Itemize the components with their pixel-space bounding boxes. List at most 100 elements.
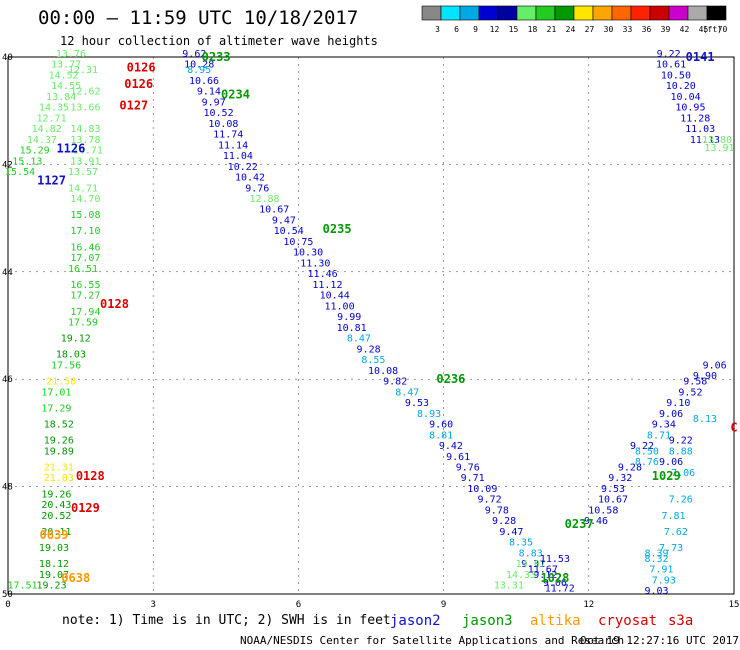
colorbar: 3 6 9 12 15 18 21 24 27 30 33 36 39 42 45 70(ft) — [421, 5, 727, 34]
legend-cryosat: cryosat — [598, 613, 657, 629]
legend-s3a: s3a — [668, 613, 693, 629]
colorbar-label: 27 — [585, 25, 595, 34]
pass-time-label: 0236 — [436, 372, 465, 386]
jason3-value: 19.26 — [41, 489, 71, 500]
jason3-value: 17.01 — [41, 387, 71, 398]
s3a-value: 7.06 — [671, 468, 695, 479]
jason2-value: 11.13 — [690, 135, 720, 146]
colorbar-label: 33 — [623, 25, 633, 34]
s3a-value: 9.03 — [645, 586, 669, 597]
pass-time-label: 0234 — [221, 88, 250, 102]
pass-time-label: 1028 — [540, 571, 569, 585]
colorbar-swatch — [668, 5, 689, 21]
jason2-value: 11.12 — [312, 280, 342, 291]
x-tick-label: 0 — [5, 600, 10, 610]
jason3-value: 11.53 — [540, 554, 570, 565]
s3a-value: 9.06 — [703, 360, 727, 371]
jason3-value: 13.78 — [70, 135, 100, 146]
jason3-value: 14.83 — [70, 124, 100, 135]
pass-time-label: C — [730, 421, 737, 435]
jason2-value: 11.00 — [324, 301, 354, 312]
jason2-value: 10.42 — [235, 173, 265, 184]
jason2-value: 10.67 — [598, 495, 628, 506]
jason2-value: 9.31 — [521, 559, 545, 570]
jason2-value: 12.88 — [249, 194, 279, 205]
pass-time-label: 0127 — [119, 98, 148, 112]
colorbar-label: 36 — [642, 25, 652, 34]
jason2-value: 11.30 — [300, 258, 330, 269]
colorbar-label: 45 — [699, 25, 709, 34]
jason2-value: 9.53 — [601, 484, 625, 495]
jason3-value: 20.43 — [41, 500, 71, 511]
footer-credit: NOAA/NESDIS Center for Satellite Applica… — [240, 634, 624, 647]
s3a-value: 8.76 — [635, 457, 659, 468]
jason2-value: 11.03 — [685, 124, 715, 135]
jason3-value: 13.80 — [702, 135, 732, 146]
jason3-value: 18.03 — [56, 350, 86, 361]
jason3-value: 17.10 — [70, 226, 100, 237]
jason3-value: 15.13 — [12, 156, 42, 167]
colorbar-label: 24 — [566, 25, 576, 34]
jason2-value: 9.97 — [202, 97, 226, 108]
jason2-value: 10.95 — [675, 103, 705, 114]
jason2-value: 10.58 — [588, 505, 618, 516]
pass-time-label: 0126 — [124, 77, 153, 91]
colorbar-swatch — [535, 5, 556, 21]
jason3-value: 12.62 — [70, 87, 100, 98]
jason2-value: 9.76 — [456, 462, 480, 473]
jason2-value: 11.14 — [218, 140, 248, 151]
jason2-value: 9.58 — [683, 377, 707, 388]
jason2-value: 10.81 — [337, 323, 367, 334]
jason2-value: 8.88 — [669, 446, 693, 457]
jason2-value: 9.06 — [543, 578, 567, 589]
jason2-value: 8.83 — [519, 548, 543, 559]
jason3-value: 14.55 — [51, 81, 81, 92]
y-tick-label: 46 — [2, 375, 13, 385]
footer-timestamp: Oct 19 12:27:16 UTC 2017 — [580, 634, 739, 647]
colorbar-swatch — [554, 5, 575, 21]
pass-time-label: 0235 — [323, 222, 352, 236]
pass-time-label: 0129 — [71, 501, 100, 515]
pass-time-label: 0128 — [100, 297, 129, 311]
jason2-value: 9.28 — [492, 516, 516, 527]
x-tick-label: 9 — [441, 600, 446, 610]
jason2-value: 8.93 — [417, 409, 441, 420]
colorbar-label: 15 — [509, 25, 519, 34]
colorbar-label: 39 — [661, 25, 671, 34]
colorbar-swatch — [478, 5, 499, 21]
pass-time-label: 1126 — [56, 141, 85, 155]
jason3-value: 13.91 — [70, 156, 100, 167]
colorbar-swatch — [649, 5, 670, 21]
jason3-value: 21.58 — [46, 377, 76, 388]
jason2-value: 10.66 — [189, 76, 219, 87]
x-tick-label: 6 — [296, 600, 301, 610]
s3a-value: 7.91 — [649, 565, 673, 576]
jason2-value: 9.32 — [608, 473, 632, 484]
jason3-value: 12.71 — [37, 113, 67, 124]
colorbar-swatch — [440, 5, 461, 21]
jason3-value: 19.07 — [39, 570, 69, 581]
jason2-value: 11.46 — [308, 269, 338, 280]
jason3-value: 19.03 — [39, 543, 69, 554]
jason3-value: 17.51 — [7, 581, 37, 592]
jason2-value: 10.28 — [184, 60, 214, 71]
jason3-value: 18.12 — [39, 559, 69, 570]
pass-time-label: 0639 — [40, 528, 69, 542]
data-points: 9.6210.288.9510.669.149.9710.5210.0811.7… — [5, 49, 734, 597]
jason3-value: 14.71 — [68, 183, 98, 194]
jason3-value: 13.66 — [70, 103, 100, 114]
jason2-value: 10.09 — [467, 484, 497, 495]
jason3-value: 19.23 — [37, 581, 67, 592]
jason3-value: 13.84 — [46, 92, 76, 103]
jason3-value: 15.08 — [70, 210, 100, 221]
jason2-value: 8.71 — [647, 430, 671, 441]
jason2-value: 11.28 — [680, 113, 710, 124]
colorbar-label: 18 — [528, 25, 538, 34]
jason2-value: 9.60 — [429, 420, 453, 431]
jason2-value: 9.46 — [584, 516, 608, 527]
jason2-value: 10.08 — [368, 366, 398, 377]
pass-time-label: 1127 — [37, 174, 66, 188]
colorbar-swatch — [573, 5, 594, 21]
jason2-value: 10.22 — [228, 162, 258, 173]
